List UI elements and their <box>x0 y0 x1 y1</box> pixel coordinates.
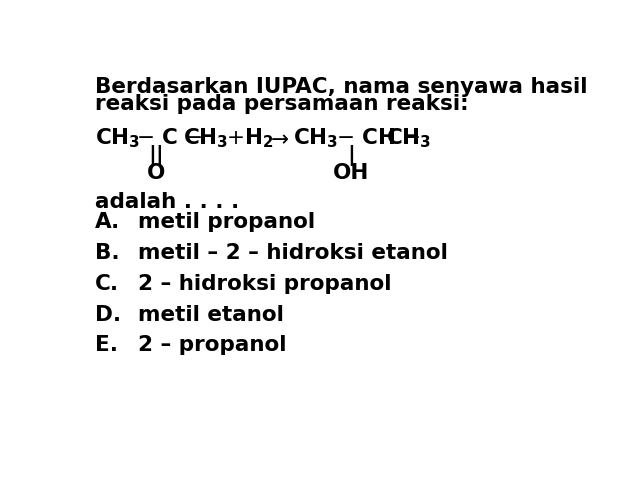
Text: E.: E. <box>95 335 118 355</box>
Text: $\mathregular{CH_3}$: $\mathregular{CH_3}$ <box>293 126 339 150</box>
Text: OH: OH <box>333 163 369 183</box>
Text: $\mathregular{CH_3}$: $\mathregular{CH_3}$ <box>95 126 141 150</box>
Text: $\rightarrow$: $\rightarrow$ <box>266 128 289 148</box>
Text: O: O <box>146 163 165 183</box>
Text: Berdasarkan IUPAC, nama senyawa hasil: Berdasarkan IUPAC, nama senyawa hasil <box>95 77 588 97</box>
Text: A.: A. <box>95 212 121 232</box>
Text: D.: D. <box>95 304 121 325</box>
Text: $+ \mathregular{H_2}$: $+ \mathregular{H_2}$ <box>226 126 273 150</box>
Text: $-$ CH $-$: $-$ CH $-$ <box>335 128 420 148</box>
Text: $\mathregular{CH_3}$: $\mathregular{CH_3}$ <box>183 126 228 150</box>
Text: metil etanol: metil etanol <box>138 304 284 325</box>
Text: C.: C. <box>95 274 119 294</box>
Text: reaksi pada persamaan reaksi:: reaksi pada persamaan reaksi: <box>95 94 469 114</box>
Text: B.: B. <box>95 243 120 263</box>
Text: 2 – hidroksi propanol: 2 – hidroksi propanol <box>138 274 392 294</box>
Text: metil – 2 – hidroksi etanol: metil – 2 – hidroksi etanol <box>138 243 448 263</box>
Text: |: | <box>347 145 355 165</box>
Text: 2 – propanol: 2 – propanol <box>138 335 286 355</box>
Text: adalah . . . .: adalah . . . . <box>95 192 240 212</box>
Text: $-$ C $-$: $-$ C $-$ <box>135 128 202 148</box>
Text: metil propanol: metil propanol <box>138 212 315 232</box>
Text: ||: || <box>148 145 164 165</box>
Text: $\mathregular{CH_3}$: $\mathregular{CH_3}$ <box>386 126 431 150</box>
